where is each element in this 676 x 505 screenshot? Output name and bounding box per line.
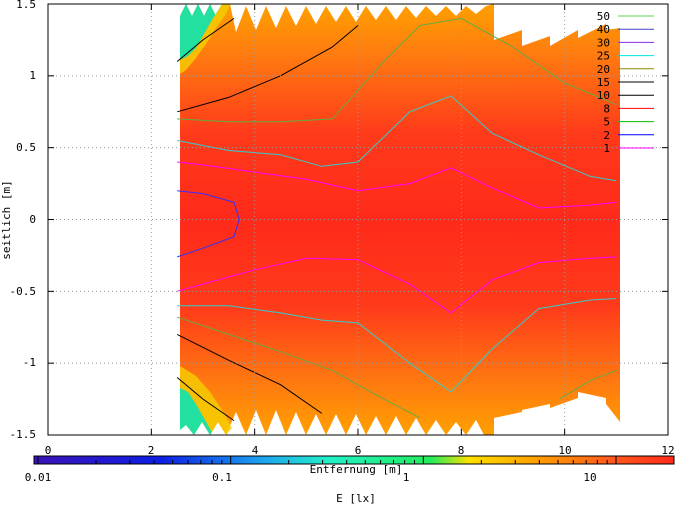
y-tick-label: 0.5	[16, 141, 36, 154]
contour-line-5	[177, 17, 617, 123]
contour-lines	[176, 17, 617, 422]
field-left-top-cyan	[180, 4, 222, 60]
legend-label: 20	[597, 63, 610, 76]
legend-label: 15	[597, 76, 610, 89]
legend-label: 2	[603, 129, 610, 142]
colorbar-tick-label: 10	[583, 471, 596, 484]
contour-line-2	[177, 190, 240, 258]
contour-line-5	[559, 369, 617, 400]
legend-label: 40	[597, 23, 610, 36]
y-tick-label: -1.5	[10, 428, 37, 441]
x-tick-label: 6	[355, 444, 362, 457]
y-axis-label: seitlich [m]	[0, 180, 13, 259]
y-tick-label: 0	[29, 213, 36, 226]
x-tick-label: 4	[252, 444, 259, 457]
heatmap-field	[176, 4, 620, 435]
colorbar-tick-label: 0.01	[25, 471, 52, 484]
x-axis-label: Entfernung [m]	[310, 463, 403, 476]
plot-border	[47, 3, 669, 436]
x-tick-label: 8	[458, 444, 465, 457]
field-left-bottom-yellow	[180, 366, 232, 435]
x-tick-label: 0	[45, 444, 52, 457]
y-tick-label: 1	[29, 69, 36, 82]
legend-label: 30	[597, 36, 610, 49]
x-tick-label: 12	[661, 444, 674, 457]
colorbar: 0.01 0.1 1 10 E [lx]	[25, 455, 675, 505]
y-tick-label: 1.5	[16, 0, 36, 11]
contour-line-15	[176, 377, 235, 422]
legend-label: 50	[597, 10, 610, 23]
contour-line-1	[177, 161, 617, 209]
y-tick-label: -1	[23, 356, 36, 369]
contour-line-25	[177, 95, 617, 182]
colorbar-label: E [lx]	[336, 492, 376, 505]
contour-line-1	[177, 256, 617, 314]
legend-label: 8	[603, 102, 610, 115]
legend-label: 10	[597, 89, 610, 102]
x-tick-label: 10	[558, 444, 571, 457]
y-tick-label: -0.5	[10, 285, 37, 298]
legend-label: 5	[603, 116, 610, 129]
contour-line-25	[177, 298, 617, 393]
colorbar-tick-label: 1	[403, 471, 410, 484]
contour-line-15	[176, 17, 235, 62]
y-axis: 1.5 1 0.5 0 -0.5 -1 -1.5 seitlich [m]	[0, 0, 36, 441]
field-left-bottom-cyan	[180, 388, 212, 435]
contour-line-5	[177, 316, 421, 419]
colorbar-tick-label: 0.1	[212, 471, 232, 484]
legend-label: 25	[597, 50, 610, 63]
x-axis: 0 2 4 6 8 10 12 Entfernung [m]	[45, 444, 675, 476]
legend-label: 1	[603, 142, 610, 155]
x-tick-label: 2	[148, 444, 155, 457]
colorbar-ticks	[37, 456, 675, 464]
